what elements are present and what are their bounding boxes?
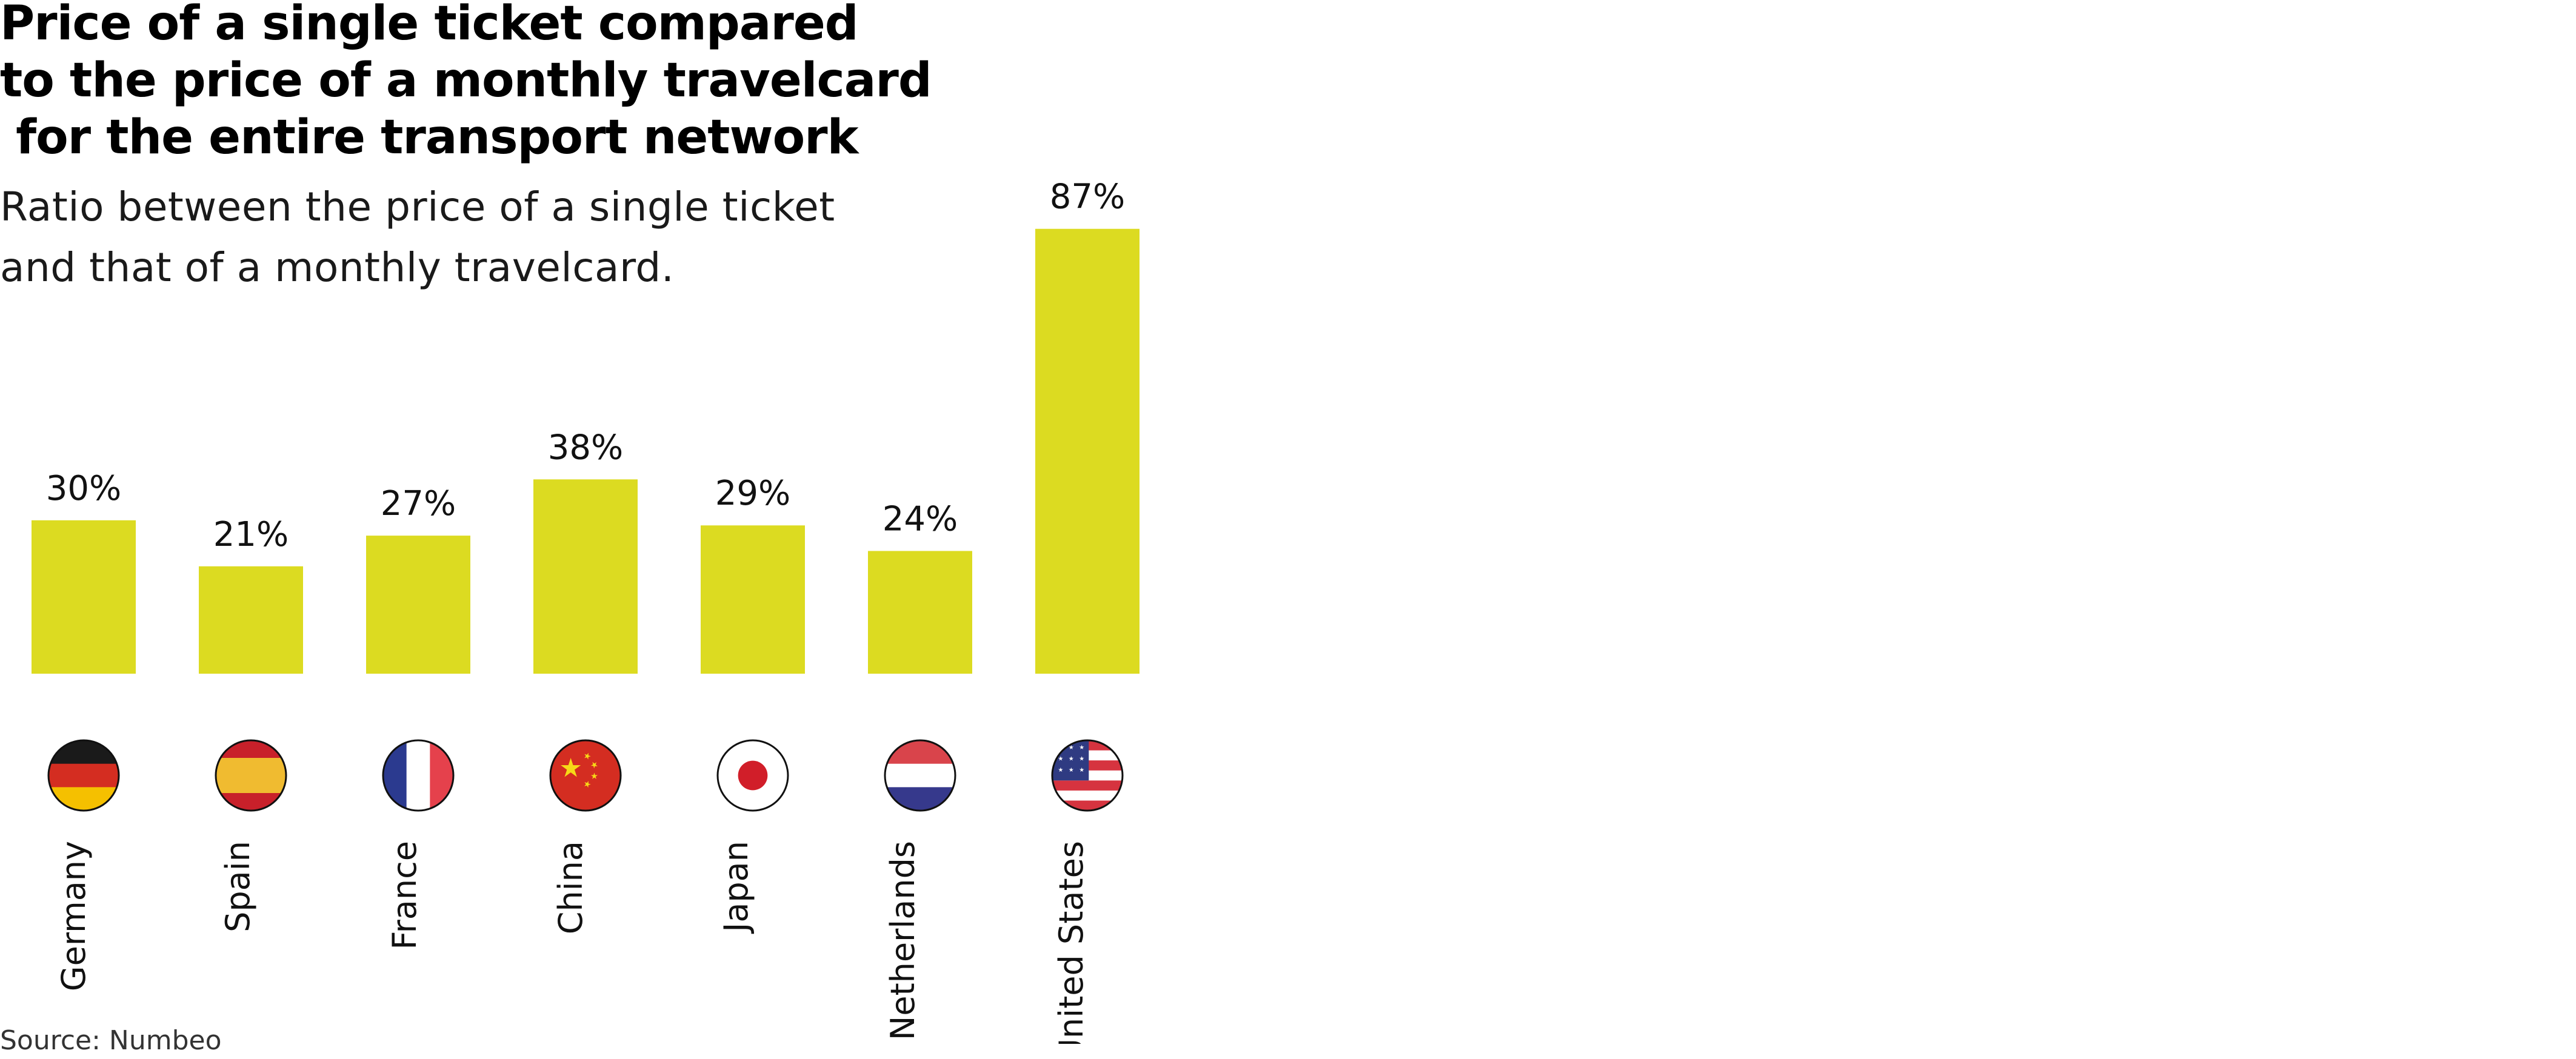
country-label-spain: Spain (219, 841, 257, 932)
value-label-spain: 21% (213, 515, 289, 554)
flag-outline-china (549, 739, 622, 812)
united-states-flag-icon (1052, 740, 1123, 811)
country-label-japan: Japan (717, 841, 755, 934)
country-labels-layer: Germany Spain France China Japan Netherlands U… (55, 841, 1090, 1044)
country-label-germany: Germany (55, 841, 93, 991)
bar-germany (32, 520, 136, 674)
france-flag-icon (383, 740, 453, 811)
country-label-china: China (552, 841, 590, 934)
bar-netherlands (868, 551, 972, 674)
value-label-china: 38% (548, 428, 623, 467)
flag-outline-spain (215, 739, 287, 812)
country-label-netherlands: Netherlands (884, 841, 922, 1040)
country-label-united-states: United States (1052, 841, 1090, 1044)
bar-united-states (1035, 228, 1140, 674)
flag-outline-france (382, 739, 455, 812)
bar-spain (199, 566, 303, 674)
value-label-france: 27% (381, 484, 456, 523)
japan-flag-icon (718, 740, 788, 811)
flags-layer (47, 739, 1124, 812)
flag-outline-netherlands (884, 739, 956, 812)
bar-france (366, 536, 470, 674)
germany-flag-icon (48, 740, 119, 811)
flag-outline-united-states (1051, 739, 1124, 812)
bar-japan (701, 525, 805, 674)
flag-outline-germany (47, 739, 120, 812)
value-label-germany: 30% (46, 469, 121, 508)
chart-title: Price of a single ticket compared to the… (0, 0, 932, 165)
chart-source: Source: Numbeo (0, 1025, 222, 1056)
chart-subtitle: Ratio between the price of a single tick… (0, 184, 835, 291)
country-label-france: France (385, 841, 424, 950)
bars-layer (32, 228, 1140, 674)
value-label-united-states: 87% (1050, 178, 1125, 217)
value-labels-layer: 30% 21% 27% 38% 29% 24% 87% (46, 178, 1125, 554)
flag-outline-japan (716, 739, 789, 812)
value-label-japan: 29% (715, 474, 790, 513)
value-label-netherlands: 24% (883, 499, 958, 539)
bar-china (533, 479, 638, 674)
china-flag-icon (550, 740, 621, 811)
